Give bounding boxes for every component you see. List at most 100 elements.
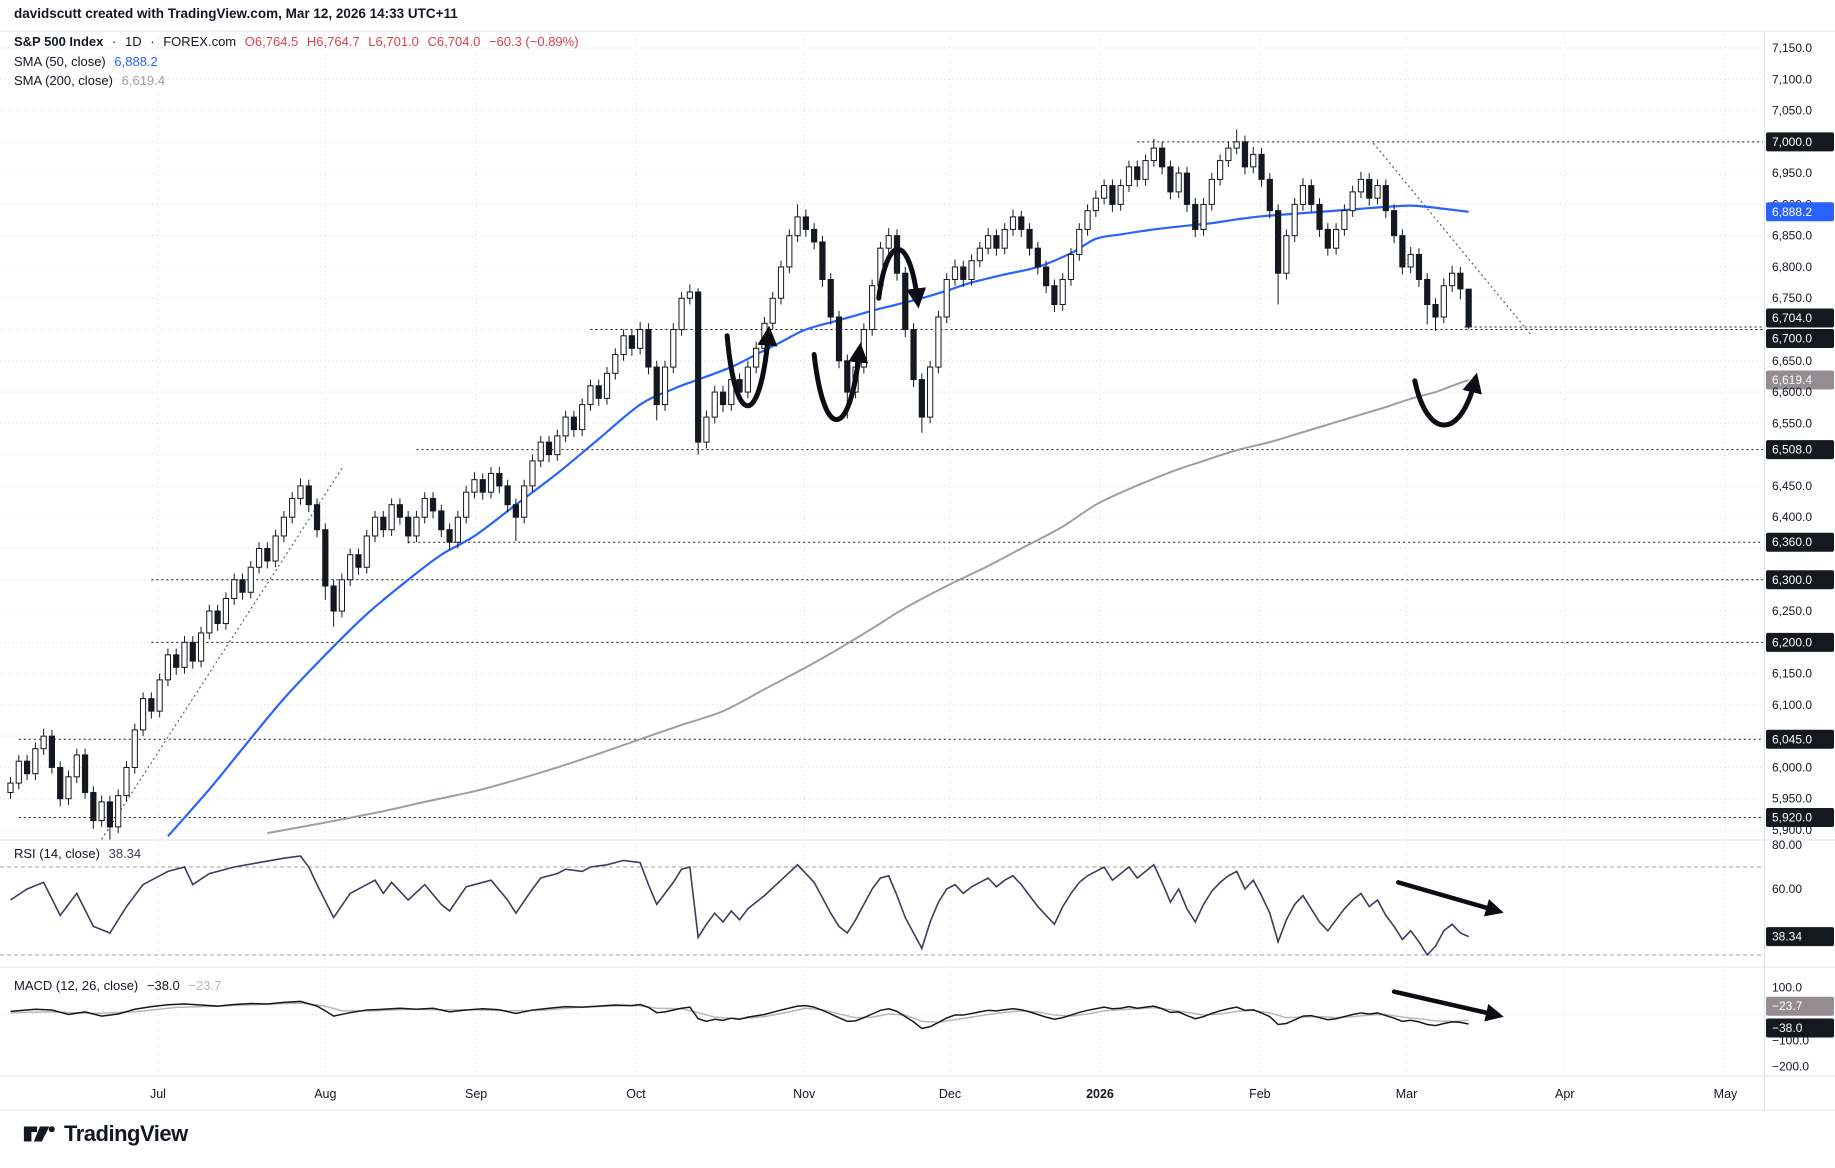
candle [1109, 179, 1116, 212]
price-badge-label: −23.7 [1772, 999, 1803, 1013]
symbol-title: S&P 500 Index [14, 34, 104, 49]
candle [280, 510, 288, 543]
candle [985, 228, 992, 255]
candle [65, 770, 72, 805]
candle [98, 795, 105, 827]
candle [189, 636, 196, 669]
candle [918, 373, 925, 433]
price-badge [1766, 729, 1834, 749]
candle [1183, 166, 1191, 212]
macd-pane[interactable] [0, 967, 1763, 1076]
candle [131, 723, 138, 774]
tradingview-logo-text: TradingView [64, 1121, 188, 1146]
candle [1076, 223, 1083, 261]
candle [1125, 160, 1133, 192]
price-axis-labels: 7,150.07,100.07,050.07,000.06,950.06,900… [1766, 41, 1834, 1074]
price-badge [1766, 308, 1834, 328]
candle [504, 479, 511, 513]
price-badge-label: 6,300.0 [1772, 573, 1812, 587]
candle [579, 398, 586, 436]
candle [272, 529, 279, 568]
price-badge-label: 7,000.0 [1772, 135, 1812, 149]
separator-dot: · [112, 34, 117, 49]
price-tick-label: 6,750.0 [1772, 291, 1812, 305]
candle [612, 348, 619, 380]
sma50-value: 6,888.2 [114, 54, 158, 69]
price-tick-label: 7,150.0 [1772, 41, 1812, 55]
time-axis-label: Oct [626, 1087, 646, 1101]
candle [902, 266, 909, 338]
price-pane[interactable] [0, 31, 1763, 840]
candle [1299, 178, 1307, 211]
candle [554, 429, 561, 461]
candle [786, 229, 793, 274]
time-axis-label: Sep [465, 1087, 487, 1101]
time-axis-label: Jul [150, 1087, 166, 1101]
candle [23, 754, 31, 780]
hand-drawn-arrow [876, 247, 927, 309]
price-tick-label: 6,650.0 [1772, 354, 1812, 368]
candle [910, 323, 917, 388]
time-axis-label: Apr [1555, 1087, 1574, 1101]
price-tick-label: 6,600.0 [1772, 385, 1812, 399]
candle [289, 492, 296, 524]
candle [1175, 166, 1182, 199]
candle [1117, 179, 1124, 211]
hand-drawn-arrow [811, 342, 869, 422]
sma200-label: SMA (200, close) [14, 73, 113, 88]
price-badge-label: −38.0 [1772, 1021, 1803, 1035]
candle [388, 498, 395, 536]
price-badge-label: 6,045.0 [1772, 732, 1812, 746]
macd-pane-content [0, 989, 1763, 1030]
price-tick-label: 6,400.0 [1772, 510, 1812, 524]
rsi-pane[interactable] [0, 840, 1763, 967]
candle [529, 454, 536, 493]
price-badge-label: 6,360.0 [1772, 535, 1812, 549]
candle [40, 728, 47, 755]
candle [1026, 223, 1033, 256]
time-axis[interactable] [0, 1076, 1763, 1110]
candle [496, 467, 503, 494]
price-badge-label: 6,200.0 [1772, 635, 1812, 649]
price-badge [1766, 927, 1834, 947]
candle [446, 523, 453, 550]
time-axis-label: Dec [939, 1087, 961, 1101]
candle [1067, 248, 1075, 286]
candle [371, 510, 379, 543]
candle [1291, 198, 1298, 242]
timeframe-label: 1D [124, 34, 142, 49]
candle [355, 548, 362, 575]
feed-label: FOREX.com [163, 34, 237, 49]
change-value: −60.3 (−0.89%) [488, 34, 579, 49]
candle [1308, 179, 1315, 212]
candle [1366, 173, 1373, 206]
candle [1382, 179, 1389, 219]
candle [927, 360, 934, 424]
candle [479, 473, 486, 500]
pane-separators [0, 30, 1835, 1111]
candle [960, 260, 967, 287]
time-axis-label: 2026 [1086, 1087, 1114, 1101]
rsi-value: 38.34 [108, 846, 142, 861]
candle [943, 273, 950, 324]
tradingview-logo[interactable]: TradingView [22, 1120, 188, 1148]
attribution-text: davidscutt created with TradingView.com,… [14, 6, 458, 21]
rsi-line [10, 855, 1469, 957]
candle [1283, 229, 1290, 280]
candle [794, 204, 801, 242]
candle [1134, 160, 1141, 187]
price-badge-label: 6,704.0 [1772, 311, 1812, 325]
candle [703, 410, 710, 449]
candle [1432, 298, 1439, 331]
price-badge-label: 6,508.0 [1772, 443, 1812, 457]
price-tick-label: 60.00 [1772, 882, 1802, 896]
tradingview-logo-mark [23, 1126, 55, 1142]
sma50-label: SMA (50, close) [14, 54, 106, 69]
candle [1316, 198, 1323, 237]
candle [396, 498, 403, 525]
price-tick-label: 6,550.0 [1772, 416, 1812, 430]
candle [1208, 173, 1215, 211]
candle [81, 748, 89, 799]
